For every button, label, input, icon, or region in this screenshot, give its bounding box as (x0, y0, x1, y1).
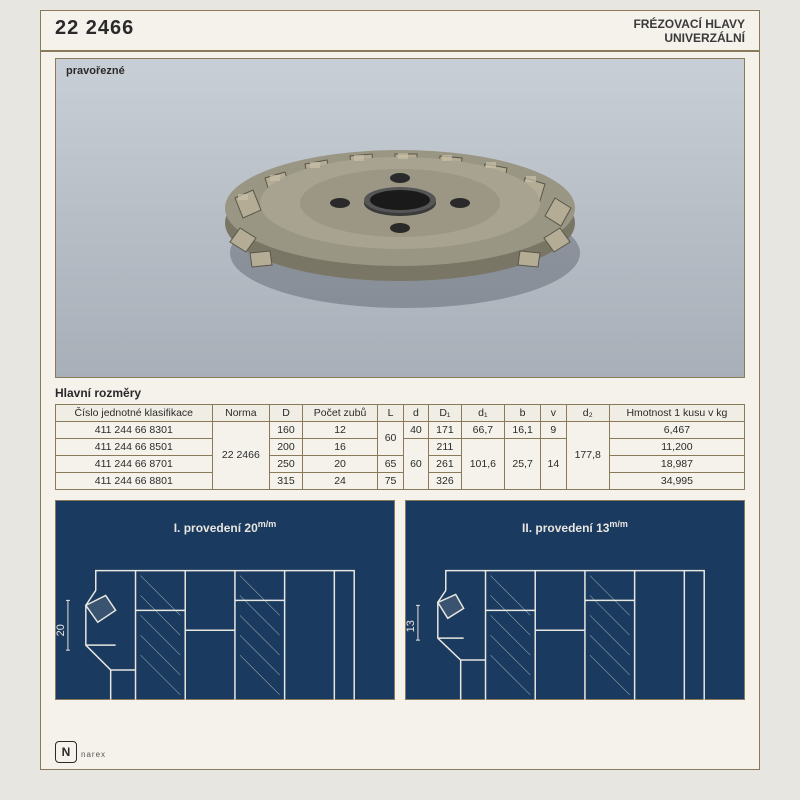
cell-id: 411 244 66 8501 (56, 438, 213, 455)
cell-id: 411 244 66 8801 (56, 472, 213, 489)
cell-L: 60 (378, 421, 403, 455)
cell-zubu: 24 (302, 472, 378, 489)
dimensions-table-wrap: Číslo jednotné klasifikace Norma D Počet… (55, 404, 745, 490)
col-L: L (378, 404, 403, 421)
table-row: 411 244 66 8701 250 20 65 261 18,987 (56, 455, 745, 472)
brand-logo-icon: N (55, 741, 77, 763)
category-line1: FRÉZOVACÍ HLAVY (633, 17, 745, 31)
col-mass: Hmotnost 1 kusu v kg (609, 404, 744, 421)
brand-logo-letter: N (62, 745, 71, 759)
cell-L: 75 (378, 472, 403, 489)
cell-D1: 211 (429, 438, 462, 455)
cell-D1: 171 (429, 421, 462, 438)
cell-id: 411 244 66 8701 (56, 455, 213, 472)
col-D1: D₁ (429, 404, 462, 421)
table-row: 411 244 66 8301 22 2466 160 12 60 40 171… (56, 421, 745, 438)
cell-d1: 66,7 (461, 421, 504, 438)
page-header: 22 2466 FRÉZOVACÍ HLAVY UNIVERZÁLNÍ (41, 11, 759, 52)
cell-norma: 22 2466 (212, 421, 270, 489)
table-row: 411 244 66 8801 315 24 75 326 34,995 (56, 472, 745, 489)
hero-label: pravořezné (66, 65, 125, 77)
category-line2: UNIVERZÁLNÍ (633, 31, 745, 45)
cell-D: 160 (270, 421, 303, 438)
table-title: Hlavní rozměry (55, 386, 745, 400)
cell-id: 411 244 66 8301 (56, 421, 213, 438)
cell-mass: 34,995 (609, 472, 744, 489)
cell-zubu: 12 (302, 421, 378, 438)
cell-D: 250 (270, 455, 303, 472)
dimensions-table: Číslo jednotné klasifikace Norma D Počet… (55, 404, 745, 490)
cell-mass: 6,467 (609, 421, 744, 438)
cell-mass: 11,200 (609, 438, 744, 455)
col-norma: Norma (212, 404, 270, 421)
diag1-dim: 20 (56, 624, 67, 636)
cell-zubu: 20 (302, 455, 378, 472)
diagram-variant-1: I. provedení 20m/m (55, 500, 395, 700)
cell-b: 25,7 (505, 438, 541, 489)
diag2-dim: 13 (406, 620, 417, 632)
diagram-1-svg: 20 (56, 501, 394, 700)
cell-mass: 18,987 (609, 455, 744, 472)
cell-D1: 326 (429, 472, 462, 489)
cell-b: 16,1 (505, 421, 541, 438)
col-d2: d₂ (566, 404, 609, 421)
technical-diagrams: I. provedení 20m/m (55, 500, 745, 700)
cell-D1: 261 (429, 455, 462, 472)
cell-d: 40 (403, 421, 428, 438)
col-v: v (541, 404, 566, 421)
cell-d1: 101,6 (461, 438, 504, 489)
col-id: Číslo jednotné klasifikace (56, 404, 213, 421)
brand-name: narex (81, 750, 106, 759)
cell-zubu: 16 (302, 438, 378, 455)
cell-d2: 177,8 (566, 421, 609, 489)
cell-L: 65 (378, 455, 403, 472)
catalog-page: 22 2466 FRÉZOVACÍ HLAVY UNIVERZÁLNÍ prav… (40, 10, 760, 770)
category-title: FRÉZOVACÍ HLAVY UNIVERZÁLNÍ (633, 17, 745, 46)
cell-v: 14 (541, 438, 566, 489)
product-code: 22 2466 (55, 17, 134, 40)
product-image-panel: pravořezné (55, 58, 745, 378)
cell-d: 60 (403, 438, 428, 489)
milling-cutter-illustration (190, 78, 610, 358)
cell-D: 315 (270, 472, 303, 489)
col-b: b (505, 404, 541, 421)
table-header-row: Číslo jednotné klasifikace Norma D Počet… (56, 404, 745, 421)
col-D: D (270, 404, 303, 421)
diagram-variant-2: II. provedení 13m/m 13 (405, 500, 745, 700)
diagram-2-svg: 13 (406, 501, 744, 700)
col-d1: d₁ (461, 404, 504, 421)
cell-D: 200 (270, 438, 303, 455)
col-zubu: Počet zubů (302, 404, 378, 421)
col-d: d (403, 404, 428, 421)
cell-v: 9 (541, 421, 566, 438)
